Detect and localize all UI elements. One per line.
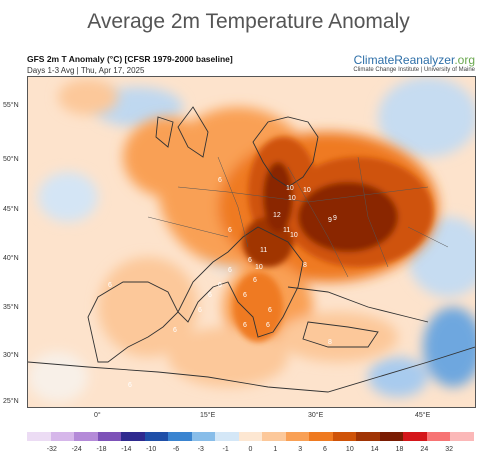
colorbar-segment <box>215 432 240 441</box>
lon-label: 45°E <box>415 412 431 419</box>
colorbar-segment <box>450 432 475 441</box>
colorbar-segment <box>285 432 310 441</box>
colorbar-segment <box>168 432 193 441</box>
anomaly-value-label: 9 <box>328 217 332 224</box>
colorbar-tick-label: 6 <box>323 446 327 453</box>
anomaly-value-label: 6 <box>208 292 212 299</box>
colorbar-segment <box>97 432 122 441</box>
anomaly-value-label: 6 <box>173 327 177 334</box>
lat-label: 45°N <box>3 206 19 213</box>
anomaly-value-label: 6 <box>218 282 222 289</box>
anomaly-value-label: 6 <box>108 282 112 289</box>
coastlines <box>28 106 475 393</box>
lat-label: 55°N <box>3 102 19 109</box>
forecast-date: Days 1-3 Avg | Thu, Apr 17, 2025 <box>27 66 145 75</box>
anomaly-value-label: 6 <box>266 322 270 329</box>
colorbar-tick-label: -18 <box>96 446 107 453</box>
anomaly-value-label: 6 <box>243 292 247 299</box>
lat-label: 30°N <box>3 352 19 359</box>
brand-logo[interactable]: ClimateReanalyzer.org <box>354 53 475 67</box>
anomaly-value-label: 6 <box>198 307 202 314</box>
colorbar-tick-label: 18 <box>395 446 404 453</box>
colorbar-tick-label: 10 <box>345 446 354 453</box>
anomaly-value-label: 6 <box>248 257 252 264</box>
colorbar-segment <box>356 432 381 441</box>
anomaly-value-label: 6 <box>268 307 272 314</box>
colorbar-segment <box>191 432 216 441</box>
colorbar-segment <box>50 432 75 441</box>
colorbar-tick-label: 0 <box>248 446 253 453</box>
map-svg <box>28 77 475 407</box>
anomaly-value-label: 11 <box>283 227 291 234</box>
anomaly-value-label: 9 <box>333 215 337 222</box>
country-borders <box>147 156 449 278</box>
colorbar-tick-label: -14 <box>121 446 132 453</box>
lat-label: 40°N <box>3 255 19 262</box>
anomaly-value-label: 10 <box>286 185 294 192</box>
brand-institute: Climate Change Institute | University of… <box>353 67 475 73</box>
lon-label: 30°E <box>308 412 324 419</box>
colorbar-tick-label: 32 <box>445 446 454 453</box>
anomaly-value-label: 10 <box>288 195 296 202</box>
anomaly-value-label: 6 <box>253 277 257 284</box>
lon-label: 15°E <box>200 412 216 419</box>
colorbar-segment <box>27 432 52 441</box>
lat-label: 35°N <box>3 304 19 311</box>
colorbar-tick-label: -6 <box>172 446 180 453</box>
chart-title: Average 2m Temperature Anomaly <box>87 10 410 33</box>
anomaly-value-label: 10 <box>290 232 298 239</box>
anomaly-value-label: 6 <box>228 227 232 234</box>
colorbar-segment <box>121 432 146 441</box>
lat-label: 50°N <box>3 156 19 163</box>
colorbar-tick-label: -10 <box>146 446 157 453</box>
colorbar-tick-label: -3 <box>197 446 204 453</box>
hot-anomaly-core <box>233 137 433 342</box>
colorbar-tick-label: 24 <box>420 446 429 453</box>
colorbar-tick-label: -32 <box>46 446 57 453</box>
brand-name: ClimateReanalyzer <box>353 53 455 67</box>
lon-label: 0° <box>94 412 101 419</box>
brand-tld: .org <box>454 53 475 67</box>
colorbar <box>27 432 475 441</box>
colorbar-tick-label: 1 <box>273 446 278 453</box>
colorbar-segment <box>262 432 287 441</box>
anomaly-value-label: 10 <box>255 264 263 271</box>
colorbar-tick-label: 14 <box>370 446 379 453</box>
anomaly-value-label: 11 <box>260 247 268 254</box>
colorbar-tick-label: -24 <box>71 446 82 453</box>
anomaly-value-label: 10 <box>303 187 311 194</box>
anomaly-value-label: 12 <box>273 212 281 219</box>
anomaly-value-label: 6 <box>243 322 247 329</box>
colorbar-segment <box>74 432 99 441</box>
lat-label: 25°N <box>3 398 19 405</box>
anomaly-value-label: 8 <box>303 262 307 269</box>
anomaly-map: 9 10 10 12 10 9 11 11 10 10 8 6 6 6 6 6 6 6 6 6 6 6 8 6 6 6 6 <box>27 76 476 408</box>
anomaly-value-label: 6 <box>128 382 132 389</box>
colorbar-tick-label: 3 <box>298 446 303 453</box>
colorbar-segment <box>238 432 263 441</box>
colorbar-segment <box>309 432 334 441</box>
colorbar-tick-label: -1 <box>222 446 229 453</box>
colorbar-segment <box>426 432 451 441</box>
anomaly-value-label: 8 <box>328 339 332 346</box>
colorbar-segment <box>332 432 357 441</box>
colorbar-segment <box>403 432 428 441</box>
colorbar-segment <box>144 432 169 441</box>
colorbar-segment <box>379 432 404 441</box>
anomaly-value-label: 6 <box>228 267 232 274</box>
anomaly-value-label: 6 <box>218 177 222 184</box>
map-subtitle: GFS 2m T Anomaly (°C) [CFSR 1979-2000 ba… <box>27 54 233 64</box>
